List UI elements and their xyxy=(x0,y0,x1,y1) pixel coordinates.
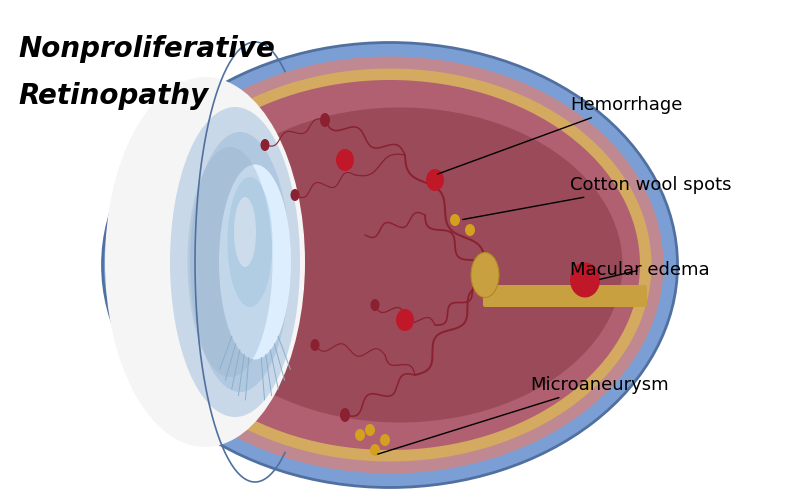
Ellipse shape xyxy=(227,177,273,307)
Ellipse shape xyxy=(426,169,444,191)
Ellipse shape xyxy=(471,253,499,298)
Ellipse shape xyxy=(170,107,300,417)
Ellipse shape xyxy=(465,224,475,236)
Ellipse shape xyxy=(370,299,379,311)
Ellipse shape xyxy=(178,108,622,422)
Text: Nonproliferative: Nonproliferative xyxy=(18,35,275,63)
Text: Microaneurysm: Microaneurysm xyxy=(378,376,669,454)
Ellipse shape xyxy=(365,424,375,436)
Ellipse shape xyxy=(140,80,640,450)
Ellipse shape xyxy=(190,132,290,392)
Text: Cotton wool spots: Cotton wool spots xyxy=(462,176,731,219)
Ellipse shape xyxy=(234,197,256,267)
Ellipse shape xyxy=(129,69,651,461)
Ellipse shape xyxy=(570,263,600,298)
Ellipse shape xyxy=(380,434,390,446)
Ellipse shape xyxy=(370,444,380,456)
Ellipse shape xyxy=(290,189,299,201)
Ellipse shape xyxy=(219,164,291,360)
Ellipse shape xyxy=(450,214,460,226)
Text: Retinopathy: Retinopathy xyxy=(18,82,208,110)
Ellipse shape xyxy=(336,149,354,171)
Ellipse shape xyxy=(105,77,305,447)
Ellipse shape xyxy=(117,57,663,473)
Ellipse shape xyxy=(396,309,414,331)
Ellipse shape xyxy=(340,408,350,422)
FancyBboxPatch shape xyxy=(483,285,647,307)
Ellipse shape xyxy=(310,339,319,351)
Ellipse shape xyxy=(355,429,365,441)
Text: Macular edema: Macular edema xyxy=(570,261,710,280)
Ellipse shape xyxy=(320,113,330,127)
Ellipse shape xyxy=(102,43,678,487)
Ellipse shape xyxy=(261,139,270,151)
Ellipse shape xyxy=(187,147,273,377)
Text: Hemorrhage: Hemorrhage xyxy=(438,96,682,174)
